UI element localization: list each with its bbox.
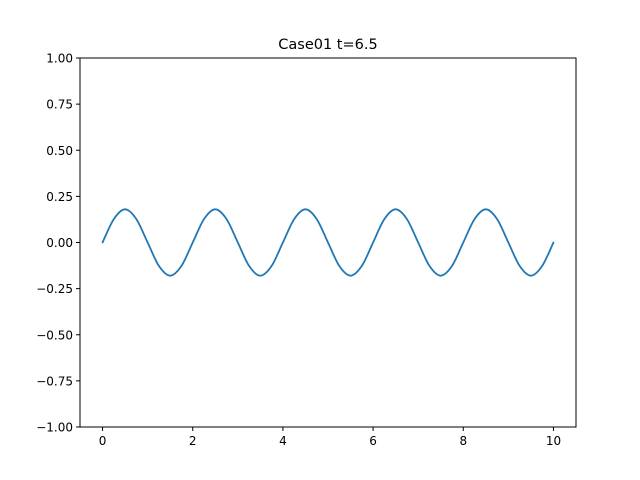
x-tick-label: 10 [546, 434, 561, 448]
x-tick-label: 2 [189, 434, 197, 448]
x-tick-label: 6 [369, 434, 377, 448]
y-tick-label: −0.25 [36, 282, 73, 296]
series-layer [101, 208, 555, 277]
y-tick-label: 0.75 [46, 98, 73, 112]
y-tick-label: 1.00 [46, 52, 73, 66]
x-tick-label: 0 [99, 434, 107, 448]
chart-title: Case01 t=6.5 [278, 37, 377, 53]
y-tick-label: −0.50 [36, 328, 73, 342]
plot-frame [79, 57, 577, 428]
x-tick-label: 8 [459, 434, 467, 448]
y-tick-label: 0.00 [46, 236, 73, 250]
axis-layer: 0 2 4 6 8 10 1.00 0.75 0.50 0.25 0.00 −0.25 −0.50 −0.… [36, 52, 561, 449]
y-tick-label: 0.50 [46, 144, 73, 158]
series-line [101, 208, 555, 277]
y-tick-label: 0.25 [46, 190, 73, 204]
y-tick-label: −1.00 [36, 421, 73, 435]
y-tick-label: −0.75 [36, 374, 73, 388]
x-tick-label: 4 [279, 434, 287, 448]
